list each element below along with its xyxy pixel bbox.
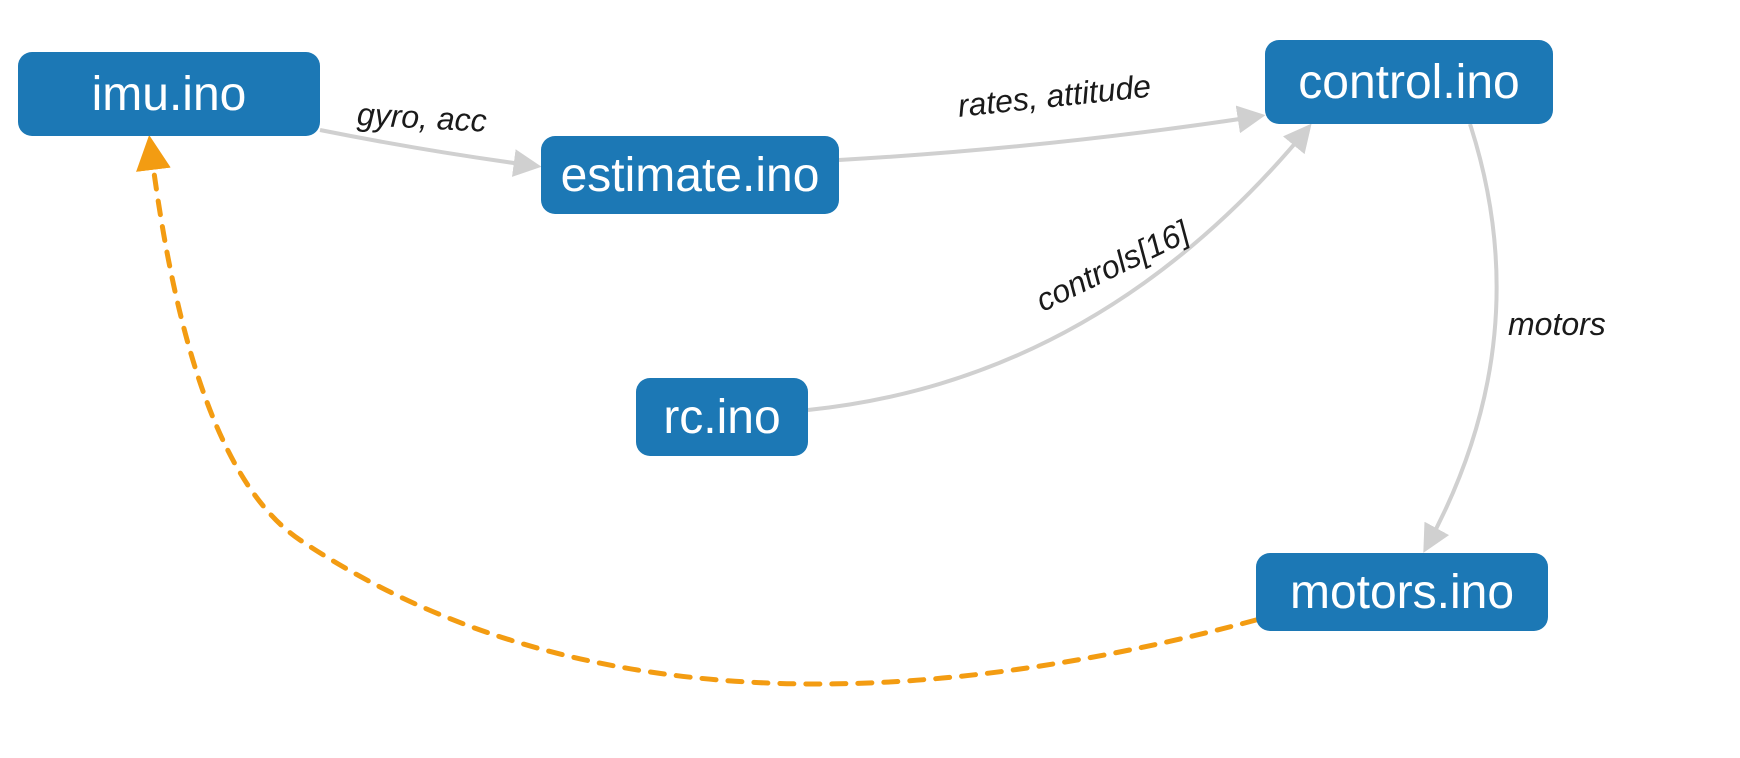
edge-label-imu-estimate: gyro, acc xyxy=(356,96,488,140)
node-control: control.ino xyxy=(1265,40,1553,124)
edge-control-motors xyxy=(1426,124,1497,548)
node-label: imu.ino xyxy=(92,67,247,122)
diagram-canvas: imu.ino estimate.ino control.ino rc.ino … xyxy=(0,0,1740,758)
node-rc: rc.ino xyxy=(636,378,808,456)
label-text: motors xyxy=(1508,306,1606,342)
node-label: motors.ino xyxy=(1290,565,1514,620)
node-label: estimate.ino xyxy=(561,148,820,203)
edge-label-rc-control: controls[16] xyxy=(1030,213,1195,319)
edge-rc-control xyxy=(808,128,1308,410)
node-label: rc.ino xyxy=(663,390,780,445)
edge-estimate-control xyxy=(839,116,1260,160)
node-motors: motors.ino xyxy=(1256,553,1548,631)
edge-label-control-motors: motors xyxy=(1508,306,1606,343)
label-text: controls[16] xyxy=(1030,213,1194,318)
edge-label-estimate-control: rates, attitude xyxy=(956,68,1153,125)
label-text: gyro, acc xyxy=(356,96,488,139)
node-label: control.ino xyxy=(1298,55,1519,110)
node-imu: imu.ino xyxy=(18,52,320,136)
node-estimate: estimate.ino xyxy=(541,136,839,214)
label-text: rates, attitude xyxy=(956,68,1153,124)
